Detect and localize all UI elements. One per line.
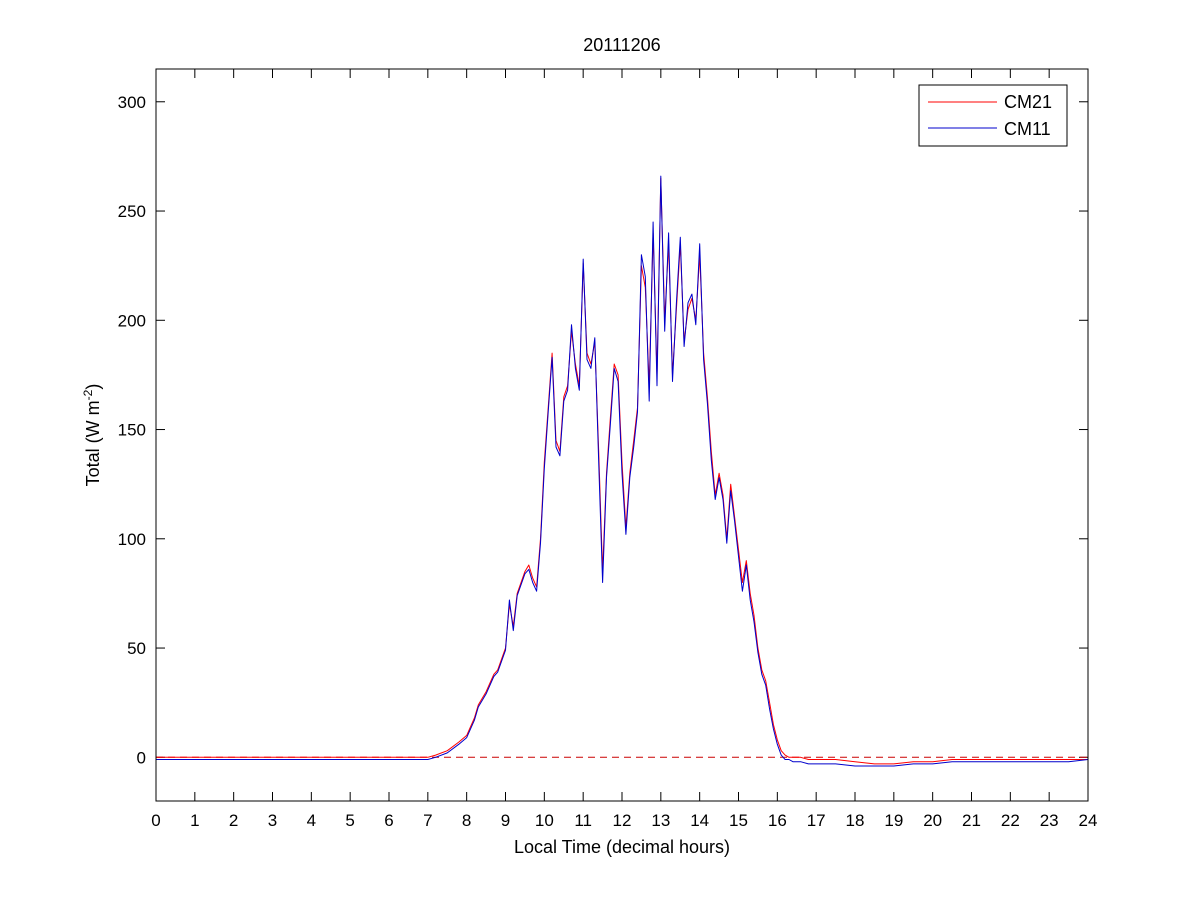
x-tick-label: 2 (229, 811, 238, 830)
legend: CM21 CM11 (918, 84, 1068, 147)
y-tick-label: 100 (118, 530, 146, 549)
x-tick-label: 3 (268, 811, 277, 830)
y-tick-label: 50 (127, 639, 146, 658)
chart-title: 20111206 (583, 35, 660, 55)
x-tick-label: 16 (768, 811, 787, 830)
x-tick-label: 21 (962, 811, 981, 830)
y-tick-label: 150 (118, 421, 146, 440)
y-axis-label-close: ) (83, 384, 103, 390)
legend-box (918, 84, 1068, 147)
y-tick-label: 250 (118, 202, 146, 221)
x-tick-label: 7 (423, 811, 432, 830)
y-axis-label-superscript: -2 (81, 389, 95, 400)
x-tick-label: 5 (345, 811, 354, 830)
x-tick-label: 1 (190, 811, 199, 830)
plot-background (156, 69, 1088, 801)
x-tick-label: 19 (884, 811, 903, 830)
x-tick-label: 10 (535, 811, 554, 830)
x-tick-label: 17 (807, 811, 826, 830)
legend-label-cm21: CM21 (1004, 92, 1052, 112)
plot-frame (155, 68, 1089, 802)
x-tick-label: 14 (690, 811, 709, 830)
series-group (156, 175, 1089, 767)
x-axis-label: Local Time (decimal hours) (514, 837, 730, 857)
y-axis-label: Total (W m-2) (81, 384, 103, 487)
y-axis-label-main: Total (W m (83, 400, 103, 486)
x-ticks-group: 0 1 2 3 4 5 6 7 8 9 10 11 12 13 14 15 16 17 18 19 20 21 22 23 24 (151, 69, 1097, 830)
x-tick-label: 9 (501, 811, 510, 830)
x-tick-label: 6 (384, 811, 393, 830)
y-tick-label: 0 (137, 748, 146, 767)
x-tick-label: 0 (151, 811, 160, 830)
x-tick-label: 24 (1079, 811, 1098, 830)
x-tick-label: 13 (651, 811, 670, 830)
y-ticks-group: 0 50 100 150 200 250 300 (118, 93, 1088, 767)
x-tick-label: 8 (462, 811, 471, 830)
x-tick-label: 18 (846, 811, 865, 830)
legend-label-cm11: CM11 (1004, 119, 1051, 139)
x-tick-label: 4 (307, 811, 316, 830)
x-tick-label: 23 (1040, 811, 1059, 830)
series-line-cm11 (156, 175, 1089, 767)
x-tick-label: 22 (1001, 811, 1020, 830)
x-tick-label: 12 (613, 811, 632, 830)
y-tick-label: 300 (118, 93, 146, 112)
x-tick-label: 15 (729, 811, 748, 830)
x-tick-label: 11 (574, 811, 592, 830)
x-tick-label: 20 (923, 811, 942, 830)
y-tick-label: 200 (118, 311, 146, 330)
